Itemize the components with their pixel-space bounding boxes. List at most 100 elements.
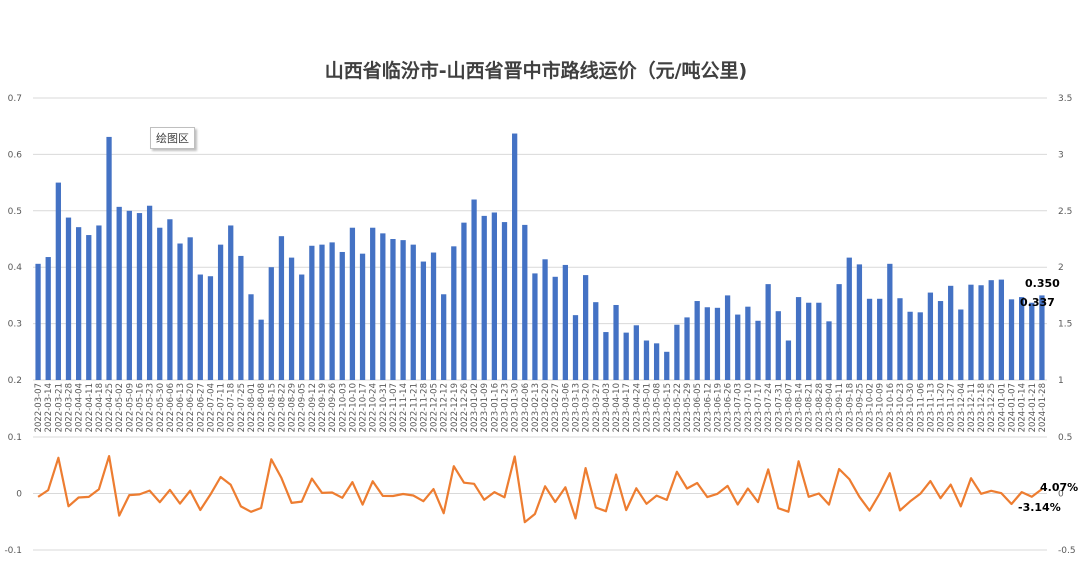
top-y2-tick-label: 2 — [1058, 263, 1064, 273]
bar-2023-02-06 — [522, 224, 528, 380]
bar-2022-12-12 — [441, 294, 447, 380]
bar-2023-07-03 — [735, 314, 741, 380]
x-tick-label: 2023-07-31 — [774, 383, 784, 432]
x-tick-label: 2022-12-19 — [450, 383, 460, 432]
x-tick-label: 2022-12-12 — [440, 383, 450, 432]
bar-2022-05-23 — [146, 205, 153, 380]
bar-series — [35, 133, 1045, 380]
x-tick-label: 2022-05-30 — [156, 383, 166, 432]
x-tick-label: 2022-08-15 — [267, 383, 277, 432]
bar-2022-04-18 — [96, 225, 102, 380]
bar-2022-10-24 — [370, 227, 376, 380]
bar-2022-08-22 — [278, 236, 285, 380]
bottom-y2-tick-label: 0.5 — [1058, 433, 1072, 443]
x-tick-label: 2022-04-25 — [105, 383, 115, 432]
bar-2023-10-30 — [907, 311, 913, 380]
line-series — [37, 455, 1043, 524]
bar-annotation-last: 0.350 — [1025, 277, 1060, 290]
bar-2023-04-17 — [623, 332, 629, 380]
bar-2023-11-13 — [927, 292, 934, 380]
x-tick-label: 2022-03-28 — [64, 383, 74, 432]
x-tick-label: 2023-03-20 — [582, 383, 592, 432]
bar-2023-12-18 — [978, 285, 984, 380]
bottom-y-tick-label: -0.1 — [4, 546, 22, 556]
bar-2022-11-21 — [410, 244, 416, 380]
top-y-tick-label: 0.2 — [8, 376, 22, 386]
top-y-tick-label: 0.6 — [8, 150, 23, 160]
bar-2023-09-18 — [846, 257, 852, 380]
x-tick-label: 2022-10-31 — [379, 383, 389, 432]
bar-2022-06-06 — [167, 219, 173, 380]
x-tick-label: 2023-09-11 — [835, 383, 845, 432]
top-y2-tick-labels: 1 1.5 2 2.5 3 3.5 — [1058, 94, 1072, 386]
bar-2023-03-20 — [582, 275, 589, 380]
bar-2023-10-16 — [887, 263, 893, 380]
bar-2023-10-02 — [866, 298, 873, 380]
x-tick-label: 2023-03-13 — [571, 383, 581, 432]
x-tick-label: 2022-06-06 — [166, 383, 176, 432]
bar-2022-04-11 — [86, 235, 92, 380]
bar-2022-05-16 — [136, 213, 143, 380]
x-tick-label: 2023-07-03 — [734, 383, 744, 432]
bar-2022-03-28 — [65, 217, 72, 380]
bar-2023-12-25 — [988, 280, 994, 380]
plot-area-label[interactable]: 绘图区 — [150, 127, 195, 149]
bottom-y2-tick-labels: -0.5 0 0.5 — [1058, 433, 1076, 556]
x-tick-label: 2023-07-17 — [754, 383, 764, 432]
bottom-y2-tick-label: 0 — [1058, 490, 1064, 500]
x-tick-label: 2023-06-19 — [713, 383, 723, 432]
bar-2023-05-01 — [643, 340, 650, 380]
x-tick-label: 2023-08-28 — [815, 383, 825, 432]
x-tick-label: 2024-01-01 — [997, 383, 1007, 432]
bottom-y-tick-label: 0.1 — [8, 433, 22, 443]
x-tick-label: 2022-06-13 — [176, 383, 186, 432]
bar-2023-11-27 — [948, 285, 954, 380]
top-y-tick-label: 0.5 — [8, 207, 22, 217]
bar-2022-03-07 — [35, 263, 41, 380]
bar-2023-01-09 — [481, 215, 487, 380]
bar-2023-06-26 — [724, 295, 731, 380]
x-tick-label: 2023-05-15 — [663, 383, 673, 432]
bar-2022-08-29 — [288, 257, 295, 380]
x-tick-label: 2024-01-21 — [1028, 383, 1038, 432]
bar-2023-01-16 — [491, 212, 498, 380]
x-tick-label: 2023-12-18 — [977, 383, 987, 432]
bar-2022-07-04 — [207, 276, 214, 380]
x-tick-label: 2022-05-23 — [146, 383, 156, 432]
bar-2023-06-12 — [704, 307, 710, 380]
x-tick-label: 2023-04-10 — [612, 383, 622, 432]
bar-2023-10-23 — [897, 298, 903, 380]
x-tick-label: 2023-04-24 — [632, 383, 642, 432]
x-tick-label: 2022-06-27 — [196, 383, 206, 432]
bar-2022-10-17 — [359, 253, 366, 380]
x-tick-label: 2023-09-25 — [855, 383, 865, 432]
bar-2022-09-05 — [299, 274, 305, 380]
bar-2022-04-25 — [106, 136, 112, 380]
bar-2022-08-01 — [248, 294, 254, 380]
bar-2023-12-11 — [968, 284, 974, 380]
bar-2023-06-19 — [714, 307, 721, 380]
x-tick-label: 2022-11-28 — [419, 383, 429, 432]
x-tick-label: 2022-08-29 — [288, 383, 298, 432]
bottom-y2-tick-label: -0.5 — [1058, 546, 1076, 556]
bar-2022-06-27 — [197, 274, 203, 380]
x-tick-label: 2022-10-24 — [369, 383, 379, 432]
bar-2022-11-07 — [390, 239, 396, 380]
bar-2022-12-26 — [461, 222, 467, 380]
x-tick-label: 2023-10-16 — [886, 383, 896, 432]
x-tick-label: 2023-02-06 — [521, 383, 531, 432]
bar-2023-02-13 — [532, 273, 538, 380]
bar-2023-04-03 — [603, 332, 609, 380]
x-tick-label: 2023-05-22 — [673, 383, 683, 432]
bar-2022-12-05 — [430, 252, 437, 380]
x-tick-label: 2024-01-07 — [1008, 383, 1018, 432]
top-y-tick-labels: 0.2 0.3 0.4 0.5 0.6 0.7 — [8, 94, 23, 386]
bottom-y-tick-labels: -0.1 0 0.1 — [4, 433, 22, 556]
bar-2023-01-30 — [512, 133, 518, 380]
x-tick-label: 2024-01-14 — [1018, 383, 1028, 432]
bar-2023-08-21 — [806, 302, 812, 380]
bar-2023-05-15 — [664, 351, 670, 380]
x-tick-label: 2022-08-22 — [277, 383, 287, 432]
top-y2-tick-label: 2.5 — [1058, 207, 1072, 217]
